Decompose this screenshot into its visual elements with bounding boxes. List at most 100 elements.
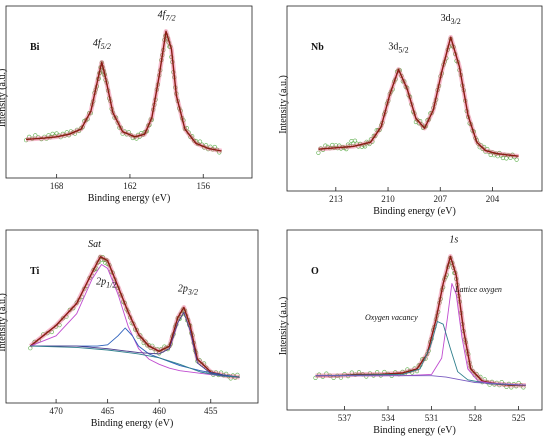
peak-label: Sat [88,239,101,250]
peak-label: 4f7/2 [158,9,176,22]
peak-label-main: Sat [88,239,101,250]
x-tick-label: 465 [101,406,115,416]
o-panel: 537 534 531 528 525 Binding energy (eV) Intens… [278,229,543,436]
raw-data-point [504,156,509,161]
fit-line [26,30,222,152]
x-tick-label: 525 [512,413,526,423]
bi-panel: 168 162 156 Binding energy (eV) Intensity (a… [0,5,253,204]
element-label: Nb [311,42,324,53]
peak-label: 2p1/2 [96,276,116,289]
x-axis-title: Binding energy (eV) [88,193,171,204]
raw-data-point [143,339,148,344]
background-line [315,375,526,386]
raw-data-point [316,150,321,155]
raw-data-point [60,316,66,321]
fit-line [318,36,519,157]
x-tick-label: 455 [204,406,218,416]
fit-line [29,256,240,378]
component-2p3/2-line [30,311,240,378]
raw-data-point [399,73,404,78]
x-tick-label: 156 [196,181,210,191]
plot-frame [286,229,543,411]
peak-label: 3d3/2 [441,13,461,26]
raw-data-point [104,258,109,263]
raw-data-point [514,157,519,162]
peak-label-subscript: 3/2 [451,17,461,26]
component-lattice-line [315,283,526,386]
y-axis-title: Intensity (a.u.) [0,293,8,352]
ti-panel: 470 465 460 455 Binding energy (eV) Intensity… [0,229,259,429]
peak-label: 3d5/2 [388,41,408,54]
raw-data-point [323,143,328,148]
peak-label-main: 1s [449,234,458,245]
peak-label-subscript: 5/2 [101,42,111,51]
element-label: Ti [30,266,39,277]
x-tick-label: 213 [329,194,343,204]
envelope-line [315,254,526,388]
component-annotation: Oxygen vacancy [365,313,418,322]
raw-data-point [347,143,352,148]
raw-data-series [316,36,519,162]
component-annotation: Lattice oxygen [454,285,502,294]
peak-label-main: 4f [158,9,167,20]
raw-data-point [103,260,108,265]
peak-label-subscript: 3/2 [187,287,198,296]
envelope-line [318,34,519,159]
raw-data-point [57,323,62,328]
peak-label-main: 3d [441,13,451,24]
peak-label-subscript: 1/2 [106,280,116,289]
x-axis-title: Binding energy (eV) [373,206,456,217]
component-vacancy-line [315,321,526,386]
peak-label-subscript: 5/2 [398,45,408,54]
x-tick-label: 168 [50,181,64,191]
peak-label-main: 4f [93,38,102,49]
x-axis-title: Binding energy (eV) [373,425,456,436]
peak-label-main: 3d [388,41,398,52]
x-tick-label: 207 [434,194,448,204]
y-axis-title: Intensity (a.u.) [278,75,289,134]
element-label: O [311,266,319,277]
raw-data-point [470,368,475,374]
nb-panel: 213 210 207 204 Binding energy (eV) Intensity… [278,5,543,217]
y-axis-title: Intensity (a.u.) [0,69,8,128]
raw-data-point [396,68,401,73]
x-tick-label: 460 [152,406,166,416]
x-tick-label: 162 [123,181,137,191]
plot-frame [5,229,259,404]
plot-frame [5,5,253,179]
envelope-line [25,29,223,154]
raw-data-point [230,373,235,378]
raw-data-point [320,147,326,152]
peak-label: 2p3/2 [178,283,198,296]
raw-data-series [28,254,240,381]
peak-label: 4f5/2 [93,38,111,51]
plot-frame [286,5,543,192]
raw-data-point [233,375,238,380]
raw-data-point [49,329,54,335]
peak-label: 1s [449,234,458,245]
x-tick-label: 470 [49,406,63,416]
background-line [30,345,240,378]
x-tick-label: 534 [381,413,395,423]
raw-data-point [419,122,424,127]
raw-data-point [169,54,174,60]
raw-data-point [197,139,203,144]
raw-data-point [363,144,368,149]
raw-data-point [192,138,197,143]
x-axis-title: Binding energy (eV) [91,418,174,429]
peak-label-subscript: 7/2 [165,13,175,22]
raw-data-point [508,155,513,160]
peak-label-main: 2p [96,276,106,287]
raw-data-point [24,138,29,143]
x-tick-label: 210 [381,194,395,204]
x-tick-label: 531 [425,413,439,423]
x-tick-label: 537 [338,413,352,423]
y-axis-title: Intensity (a.u.) [278,297,289,356]
envelope-line [28,254,240,380]
peak-label-main: 2p [178,283,188,294]
raw-data-point [33,133,38,138]
x-tick-label: 528 [468,413,482,423]
element-label: Bi [30,42,40,53]
x-tick-label: 204 [486,194,500,204]
